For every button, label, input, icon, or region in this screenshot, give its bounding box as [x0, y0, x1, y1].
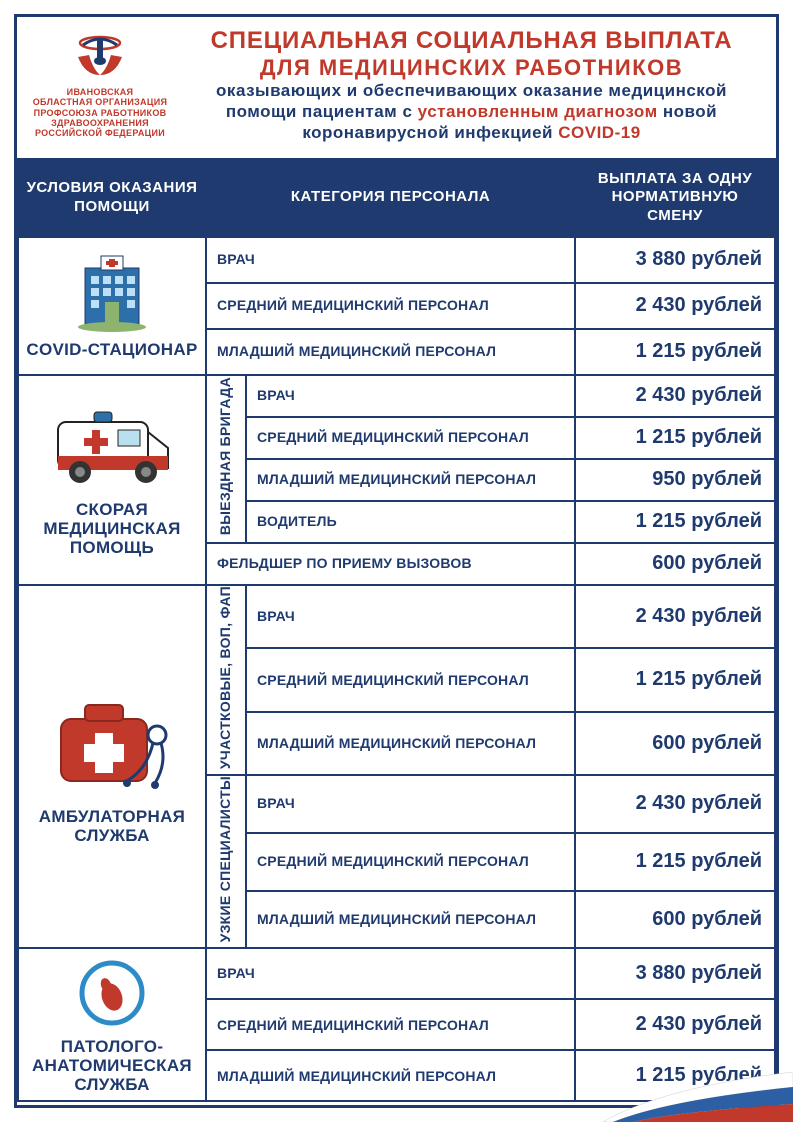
payment-cell: 2 430 рублей — [575, 283, 775, 329]
table-row: COVID-СТАЦИОНАР ВРАЧ 3 880 рублей — [18, 237, 775, 283]
category-cell: СРЕДНИЙ МЕДИЦИНСКИЙ ПЕРСОНАЛ — [206, 999, 575, 1050]
desc-line: оказывающих и обеспечивающих оказание ме… — [216, 81, 727, 100]
payment-cell: 600 рублей — [575, 543, 775, 585]
payment-cell: 950 рублей — [575, 459, 775, 501]
hospital-icon — [67, 254, 157, 332]
condition-label: АМБУЛАТОРНАЯ СЛУЖБА — [21, 808, 203, 845]
table-header-row: УСЛОВИЯ ОКАЗАНИЯ ПОМОЩИ КАТЕГОРИЯ ПЕРСОН… — [18, 159, 775, 237]
subgroup-brigade: ВЫЕЗДНАЯ БРИГАДА — [206, 375, 246, 543]
category-cell: ВРАЧ — [246, 375, 575, 417]
medkit-icon — [47, 689, 177, 799]
condition-cell-covid: COVID-СТАЦИОНАР — [18, 237, 206, 375]
payment-cell: 2 430 рублей — [575, 999, 775, 1050]
category-cell: СРЕДНИЙ МЕДИЦИНСКИЙ ПЕРСОНАЛ — [206, 283, 575, 329]
category-cell: ВРАЧ — [206, 237, 575, 283]
category-cell: ВРАЧ — [246, 585, 575, 648]
desc-line: новой — [658, 102, 717, 121]
th-conditions: УСЛОВИЯ ОКАЗАНИЯ ПОМОЩИ — [18, 159, 206, 237]
header: ИВАНОВСКАЯ ОБЛАСТНАЯ ОРГАНИЗАЦИЯ ПРОФСОЮ… — [17, 17, 776, 152]
category-cell: МЛАДШИЙ МЕДИЦИНСКИЙ ПЕРСОНАЛ — [206, 1050, 575, 1101]
condition-cell-outpatient: АМБУЛАТОРНАЯ СЛУЖБА — [18, 585, 206, 948]
th-category: КАТЕГОРИЯ ПЕРСОНАЛА — [206, 159, 575, 237]
condition-label: СКОРАЯ МЕДИЦИНСКАЯ ПОМОЩЬ — [21, 501, 203, 557]
condition-label: COVID-СТАЦИОНАР — [21, 341, 203, 360]
payment-cell: 2 430 рублей — [575, 375, 775, 417]
org-line: ИВАНОВСКАЯ — [25, 87, 175, 97]
title-sub: ДЛЯ МЕДИЦИНСКИХ РАБОТНИКОВ — [175, 55, 768, 80]
category-cell: ВРАЧ — [246, 775, 575, 833]
category-cell: СРЕДНИЙ МЕДИЦИНСКИЙ ПЕРСОНАЛ — [246, 417, 575, 459]
org-line: ОБЛАСТНАЯ ОРГАНИЗАЦИЯ — [25, 97, 175, 107]
payment-cell: 600 рублей — [575, 712, 775, 775]
desc-line: помощи пациентам с — [226, 102, 418, 121]
condition-cell-pathology: ПАТОЛОГО-АНАТОМИЧЕСКАЯ СЛУЖБА — [18, 948, 206, 1101]
table-row: АМБУЛАТОРНАЯ СЛУЖБА УЧАСТКОВЫЕ, ВОП, ФАП… — [18, 585, 775, 648]
payment-cell: 3 880 рублей — [575, 948, 775, 999]
condition-cell-ambulance: СКОРАЯ МЕДИЦИНСКАЯ ПОМОЩЬ — [18, 375, 206, 585]
payment-cell: 1 215 рублей — [575, 329, 775, 375]
title-block: СПЕЦИАЛЬНАЯ СОЦИАЛЬНАЯ ВЫПЛАТА ДЛЯ МЕДИЦ… — [175, 25, 768, 144]
category-cell: МЛАДШИЙ МЕДИЦИНСКИЙ ПЕРСОНАЛ — [246, 459, 575, 501]
desc-line: коронавирусной инфекцией — [302, 123, 558, 142]
subgroup-narrow: УЗКИЕ СПЕЦИАЛИСТЫ — [206, 775, 246, 948]
payment-cell: 2 430 рублей — [575, 585, 775, 648]
payments-table: УСЛОВИЯ ОКАЗАНИЯ ПОМОЩИ КАТЕГОРИЯ ПЕРСОН… — [17, 158, 776, 1103]
category-cell: МЛАДШИЙ МЕДИЦИНСКИЙ ПЕРСОНАЛ — [206, 329, 575, 375]
category-cell: МЛАДШИЙ МЕДИЦИНСКИЙ ПЕРСОНАЛ — [246, 712, 575, 775]
table-row: ПАТОЛОГО-АНАТОМИЧЕСКАЯ СЛУЖБА ВРАЧ 3 880… — [18, 948, 775, 999]
payment-cell: 600 рублей — [575, 891, 775, 949]
payment-cell: 1 215 рублей — [575, 648, 775, 711]
condition-label: ПАТОЛОГО-АНАТОМИЧЕСКАЯ СЛУЖБА — [21, 1038, 203, 1094]
org-line: РОССИЙСКОЙ ФЕДЕРАЦИИ — [25, 128, 175, 138]
table-row: СКОРАЯ МЕДИЦИНСКАЯ ПОМОЩЬ ВЫЕЗДНАЯ БРИГА… — [18, 375, 775, 417]
title-main: СПЕЦИАЛЬНАЯ СОЦИАЛЬНАЯ ВЫПЛАТА — [175, 27, 768, 55]
org-line: ЗДРАВООХРАНЕНИЯ — [25, 118, 175, 128]
category-cell: СРЕДНИЙ МЕДИЦИНСКИЙ ПЕРСОНАЛ — [246, 833, 575, 891]
payment-cell: 1 215 рублей — [575, 833, 775, 891]
subgroup-district: УЧАСТКОВЫЕ, ВОП, ФАП — [206, 585, 246, 775]
category-cell: МЛАДШИЙ МЕДИЦИНСКИЙ ПЕРСОНАЛ — [246, 891, 575, 949]
org-block: ИВАНОВСКАЯ ОБЛАСТНАЯ ОРГАНИЗАЦИЯ ПРОФСОЮ… — [25, 25, 175, 144]
category-cell: ВРАЧ — [206, 948, 575, 999]
payment-cell: 1 215 рублей — [575, 501, 775, 543]
union-logo-icon — [63, 25, 137, 85]
org-line: ПРОФСОЮЗА РАБОТНИКОВ — [25, 108, 175, 118]
desc-emphasis: COVID-19 — [558, 123, 640, 142]
th-payment: ВЫПЛАТА ЗА ОДНУ НОРМАТИВНУЮ СМЕНУ — [575, 159, 775, 237]
category-cell: СРЕДНИЙ МЕДИЦИНСКИЙ ПЕРСОНАЛ — [246, 648, 575, 711]
page-frame: ИВАНОВСКАЯ ОБЛАСТНАЯ ОРГАНИЗАЦИЯ ПРОФСОЮ… — [14, 14, 779, 1108]
ambulance-icon — [46, 404, 178, 492]
payment-cell: 2 430 рублей — [575, 775, 775, 833]
payment-cell: 1 215 рублей — [575, 1050, 775, 1101]
payment-cell: 1 215 рублей — [575, 417, 775, 459]
desc-emphasis: установленным диагнозом — [418, 102, 658, 121]
payment-cell: 3 880 рублей — [575, 237, 775, 283]
category-cell: ВОДИТЕЛЬ — [246, 501, 575, 543]
pathology-icon — [76, 957, 148, 1029]
category-cell: ФЕЛЬДШЕР ПО ПРИЕМУ ВЫЗОВОВ — [206, 543, 575, 585]
title-desc: оказывающих и обеспечивающих оказание ме… — [175, 80, 768, 144]
